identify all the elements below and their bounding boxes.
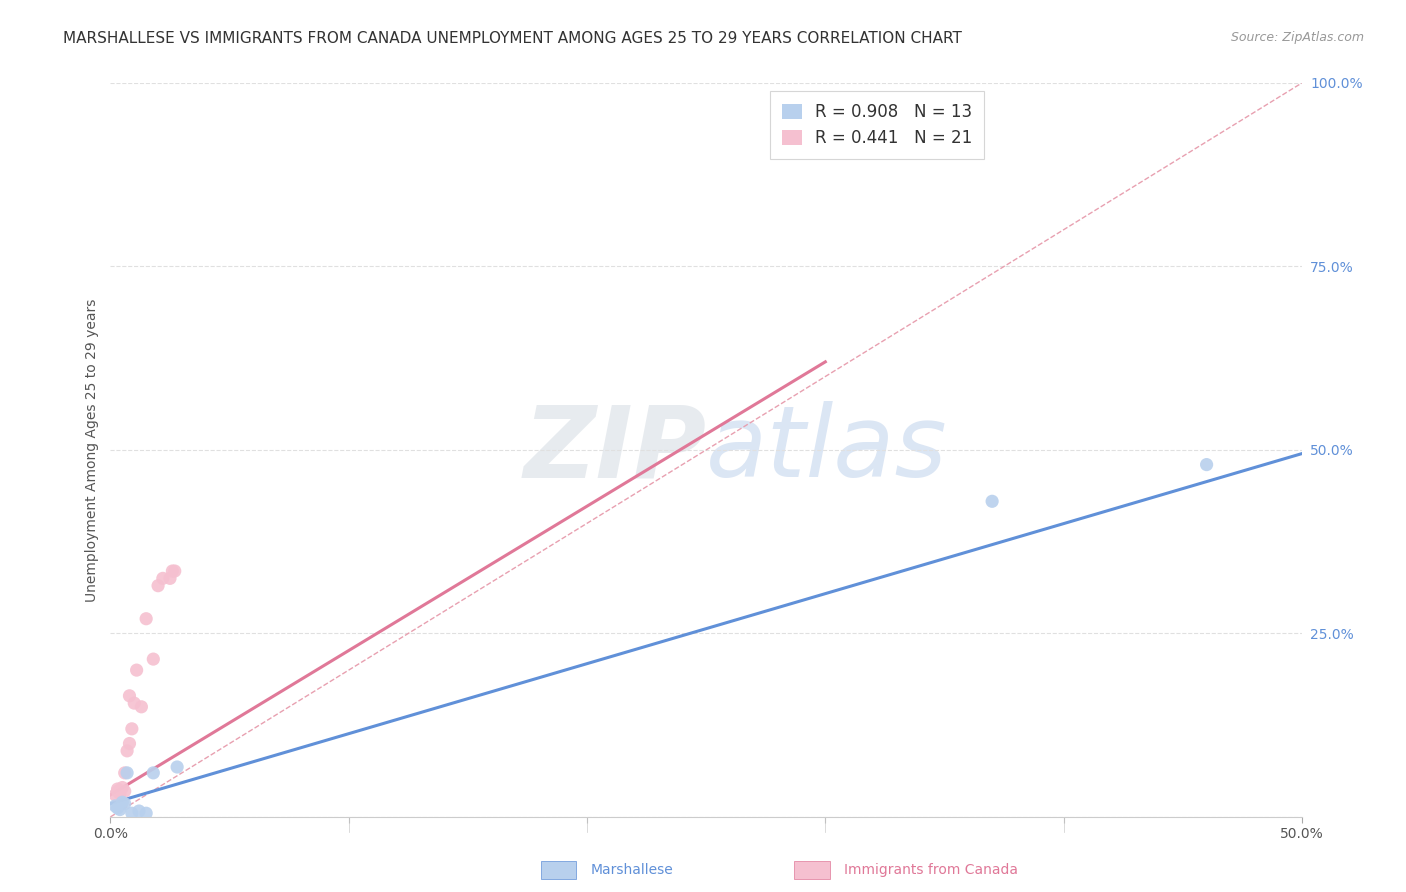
Text: Marshallese: Marshallese [591, 863, 673, 877]
Point [114, 797, 136, 811]
Point [111, 795, 134, 809]
Point [118, 689, 141, 703]
Y-axis label: Unemployment Among Ages 25 to 29 years: Unemployment Among Ages 25 to 29 years [86, 298, 100, 601]
Point [162, 564, 184, 578]
Point [121, 722, 143, 736]
Point [1195, 458, 1218, 472]
Point [107, 801, 129, 815]
Point [159, 571, 181, 585]
Point [108, 803, 131, 817]
Text: ZIP: ZIP [523, 401, 706, 499]
Point [104, 788, 127, 802]
Point [981, 494, 1004, 508]
Point [114, 784, 136, 798]
Legend: R = 0.908   N = 13, R = 0.441   N = 21: R = 0.908 N = 13, R = 0.441 N = 21 [770, 91, 984, 159]
Text: atlas: atlas [706, 401, 948, 499]
Text: Source: ZipAtlas.com: Source: ZipAtlas.com [1230, 31, 1364, 45]
Text: MARSHALLESE VS IMMIGRANTS FROM CANADA UNEMPLOYMENT AMONG AGES 25 TO 29 YEARS COR: MARSHALLESE VS IMMIGRANTS FROM CANADA UN… [63, 31, 962, 46]
Point [118, 737, 141, 751]
Point [111, 780, 134, 795]
Point [163, 564, 186, 578]
Point [131, 699, 153, 714]
Point [121, 806, 143, 821]
Point [166, 760, 188, 774]
Point [114, 765, 136, 780]
Point [115, 765, 138, 780]
Point [107, 782, 129, 797]
Point [104, 798, 127, 813]
Point [108, 786, 131, 800]
Point [135, 806, 157, 821]
Text: Immigrants from Canada: Immigrants from Canada [844, 863, 1018, 877]
Point [122, 696, 145, 710]
Point [146, 579, 169, 593]
Point [128, 804, 150, 818]
Point [152, 571, 174, 585]
Point [107, 784, 129, 798]
Point [142, 652, 165, 666]
Point [135, 612, 157, 626]
Point [115, 744, 138, 758]
Point [125, 663, 148, 677]
Point [142, 765, 165, 780]
